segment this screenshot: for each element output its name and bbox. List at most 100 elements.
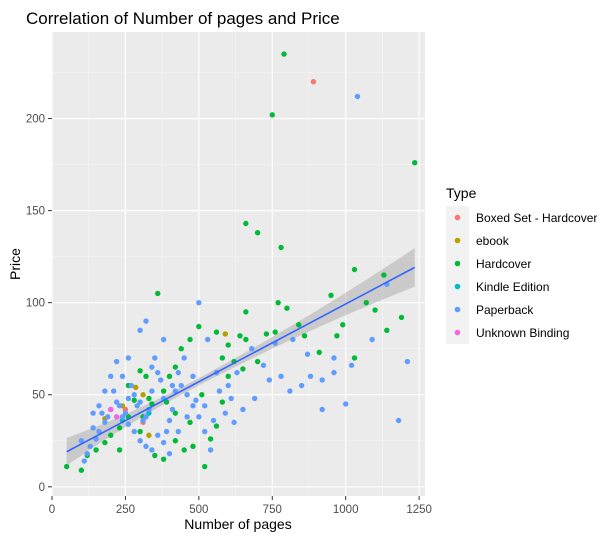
data-point <box>166 450 173 457</box>
data-point <box>166 373 173 380</box>
y-tick-label: 0 <box>39 482 45 494</box>
data-point <box>172 364 179 370</box>
data-point <box>298 382 305 389</box>
data-point <box>90 425 96 431</box>
data-point <box>240 406 246 413</box>
data-point <box>287 388 293 394</box>
data-point <box>125 395 132 402</box>
legend-title: Type <box>446 185 477 201</box>
data-point <box>196 299 202 306</box>
data-point <box>93 447 99 453</box>
data-point <box>119 373 126 380</box>
data-point <box>143 414 149 420</box>
legend-symbol <box>454 260 461 267</box>
data-point <box>160 439 167 446</box>
data-point <box>152 452 158 459</box>
data-point <box>149 388 155 394</box>
data-point <box>310 79 317 85</box>
data-point <box>316 349 322 356</box>
data-point <box>143 373 149 380</box>
data-point <box>172 388 179 394</box>
x-axis-ticks: 0 250 500 750 1000 1250 <box>49 496 432 516</box>
regression-line <box>66 266 416 453</box>
data-point <box>113 399 120 405</box>
data-point <box>63 463 70 470</box>
data-point <box>175 369 181 376</box>
legend-item: Paperback <box>446 298 534 321</box>
data-point <box>108 406 114 413</box>
data-point <box>110 388 117 394</box>
data-point <box>243 336 249 343</box>
data-point <box>133 384 139 391</box>
confidence-band <box>66 248 415 466</box>
data-point <box>119 414 126 420</box>
data-point <box>296 322 302 328</box>
data-point <box>184 392 190 398</box>
plot-panel <box>52 32 425 496</box>
data-point <box>225 373 231 380</box>
data-point <box>187 419 193 426</box>
data-point <box>140 392 146 398</box>
legend-item: Kindle Edition <box>446 275 549 298</box>
data-point <box>128 382 134 389</box>
data-point <box>278 244 284 251</box>
data-point <box>331 369 337 376</box>
data-point <box>369 336 375 343</box>
data-point <box>140 417 146 424</box>
data-point <box>113 358 120 365</box>
data-point <box>99 410 105 416</box>
data-point <box>290 336 296 343</box>
data-point <box>228 395 234 402</box>
data-point <box>184 414 190 420</box>
data-point <box>231 419 237 426</box>
data-point <box>157 377 164 383</box>
data-point <box>225 382 231 389</box>
legend-item: ebook <box>446 229 510 252</box>
data-point <box>284 305 290 311</box>
data-point <box>102 419 108 426</box>
x-tick-label: 1250 <box>406 504 432 516</box>
data-point <box>196 323 202 330</box>
x-axis-title: Number of pages <box>184 516 291 532</box>
y-tick-label: 150 <box>26 206 45 218</box>
data-point <box>199 392 205 398</box>
data-point <box>160 456 167 462</box>
data-point <box>178 345 184 352</box>
legend-label: ebook <box>476 234 510 248</box>
data-point <box>269 112 275 118</box>
legend-item: Unknown Binding <box>446 321 569 344</box>
data-point <box>190 373 196 380</box>
data-point <box>304 351 311 357</box>
data-point <box>181 355 187 361</box>
x-tick-label: 0 <box>49 504 55 516</box>
data-point <box>137 438 143 444</box>
data-point <box>237 333 243 339</box>
trend-line <box>66 266 416 453</box>
data-point <box>404 358 411 365</box>
data-point <box>160 336 167 343</box>
legend-symbol <box>454 237 461 244</box>
x-tick-label: 750 <box>263 504 282 516</box>
data-point <box>84 450 90 457</box>
legend-item: Hardcover <box>446 252 531 275</box>
y-tick-label: 100 <box>26 298 45 310</box>
y-axis-ticks: 0 50 100 150 200 <box>26 114 52 494</box>
confidence-band-area <box>66 248 415 466</box>
data-point <box>87 443 93 449</box>
data-point <box>351 355 358 361</box>
data-point <box>90 410 96 416</box>
data-point <box>331 355 337 361</box>
data-point <box>187 336 193 343</box>
data-point <box>122 410 129 416</box>
data-point <box>351 266 358 273</box>
data-point <box>319 406 325 413</box>
data-point <box>219 399 226 405</box>
data-point <box>384 327 390 333</box>
data-point <box>143 318 149 324</box>
data-point <box>202 428 208 435</box>
data-point <box>222 410 228 416</box>
y-axis-title: Price <box>7 248 23 280</box>
data-point <box>169 406 176 413</box>
legend-symbol <box>454 283 461 290</box>
